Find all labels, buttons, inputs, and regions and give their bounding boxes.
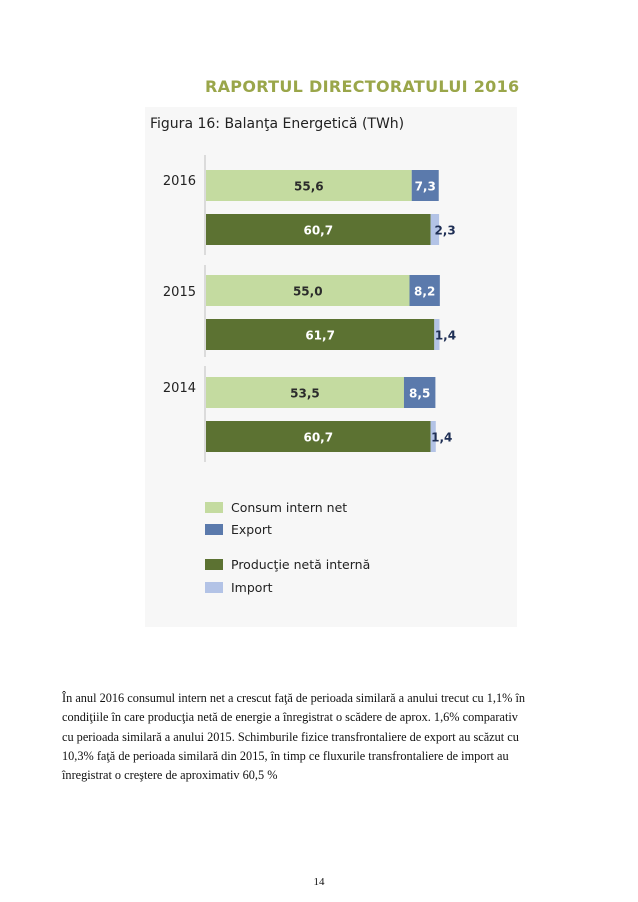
bar-segment-export <box>403 377 436 408</box>
bar-segment-import <box>434 319 440 350</box>
category-label: 2015 <box>163 285 196 300</box>
body-paragraph: În anul 2016 consumul intern net a cresc… <box>62 689 582 785</box>
data-label: 55,6 <box>294 180 324 194</box>
legend-swatch-consum <box>205 502 223 513</box>
data-label: 60,7 <box>303 224 333 238</box>
data-label: 60,7 <box>303 431 333 445</box>
bar-segment-export <box>409 275 440 306</box>
bar-segment-export <box>411 170 439 201</box>
data-label: 8,2 <box>414 285 435 299</box>
legend-swatch-import <box>205 582 223 593</box>
data-label: 8,5 <box>409 387 430 401</box>
legend-item-consum: Consum intern net <box>205 500 347 515</box>
legend-swatch-export <box>205 524 223 535</box>
paragraph-line: În anul 2016 consumul intern net a cresc… <box>62 691 526 705</box>
legend-item-export: Export <box>205 522 272 537</box>
category-label: 2016 <box>163 174 196 189</box>
legend-item-import: Import <box>205 580 273 595</box>
category-label: 2014 <box>163 381 196 396</box>
legend-label-import: Import <box>231 580 273 595</box>
legend-swatch-productie <box>205 559 223 570</box>
paragraph-line: înregistrat o creştere de aproximativ 60… <box>62 768 278 783</box>
paragraph-line: condiţiile în care producţia netă de ene… <box>62 710 518 725</box>
bar-segment-import <box>430 214 440 245</box>
bar-segment-consum <box>206 170 412 201</box>
legend-item-productie: Producţie netă internă <box>205 557 370 572</box>
paragraph-line: 10,3% faţă de perioada similară din 2015… <box>62 748 509 763</box>
bar-segment-consum <box>206 275 410 306</box>
bar-segment-productie <box>206 421 431 452</box>
bar-segment-productie <box>206 214 431 245</box>
legend-label-export: Export <box>231 522 272 537</box>
bar-segment-import <box>430 421 436 452</box>
data-label: 7,3 <box>415 180 436 194</box>
data-label: 53,5 <box>290 387 320 401</box>
legend-label-consum: Consum intern net <box>231 500 348 515</box>
data-label: 1,4 <box>431 431 452 445</box>
figure-title: Figura 16: Balanţa Energetică (TWh) <box>150 116 405 132</box>
data-label: 1,4 <box>435 329 456 343</box>
data-label: 2,3 <box>434 224 455 238</box>
bar-segment-productie <box>206 319 435 350</box>
page-number: 14 <box>313 876 325 888</box>
legend-label-productie: Producţie netă internă <box>231 557 371 572</box>
data-label: 61,7 <box>305 329 335 343</box>
paragraph-line: cu perioada similară a anului 2015. Schi… <box>62 729 519 744</box>
bar-segment-consum <box>206 377 404 408</box>
report-title: RAPORTUL DIRECTORATULUI 2016 <box>205 77 520 96</box>
data-label: 55,0 <box>293 285 323 299</box>
